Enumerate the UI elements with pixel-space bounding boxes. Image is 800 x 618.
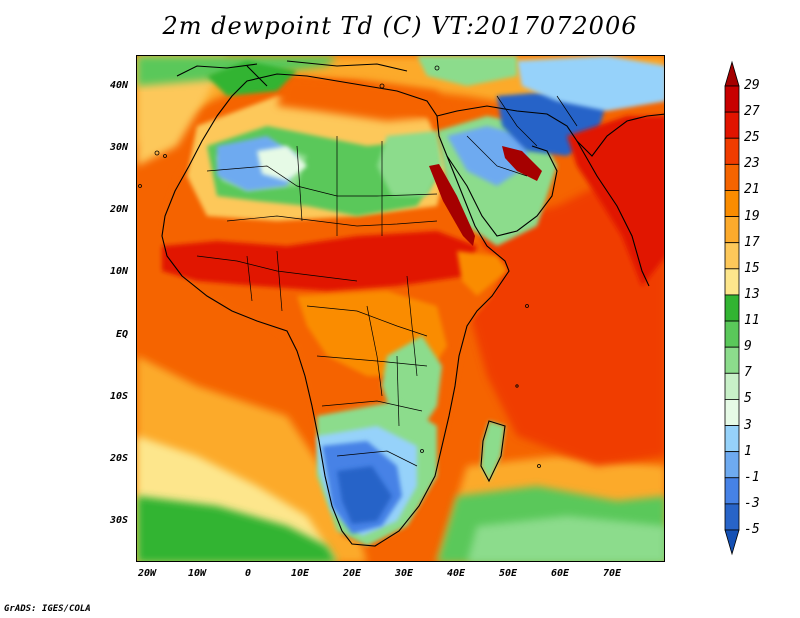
colorbar-segment	[724, 320, 740, 348]
colorbar-segment	[724, 372, 740, 400]
lon-tick-label: 60E	[550, 568, 570, 579]
coastline	[161, 60, 664, 547]
dewpoint-map	[137, 56, 664, 561]
colorbar-segment	[724, 529, 740, 556]
colorbar-label: 19	[744, 208, 760, 224]
colorbar-label: 23	[744, 156, 760, 172]
india-red	[567, 116, 664, 286]
persian-gulf	[502, 146, 542, 181]
colorbar-label: 13	[744, 286, 760, 302]
colorbar-segment	[724, 503, 740, 531]
chart-title: 2m dewpoint Td (C) VT:2017072006	[162, 12, 638, 40]
colorbar-segment	[724, 425, 740, 453]
west-sahara-pale	[257, 146, 307, 181]
colorbar-segment	[724, 399, 740, 426]
colorbar-label: 21	[744, 182, 760, 198]
colorbar-segment	[724, 163, 740, 191]
colorbar-label: -3	[744, 495, 760, 511]
lat-tick-label: 20S	[109, 453, 128, 464]
colorbar	[724, 60, 740, 556]
lon-tick-label: 0	[244, 568, 252, 579]
country-borders	[196, 95, 578, 467]
lon-tick-label: 70E	[602, 568, 622, 579]
colorbar-label: 7	[744, 365, 752, 381]
lon-tick-label: 50E	[498, 568, 518, 579]
lon-tick-label: 10W	[187, 568, 207, 579]
colorbar-segment	[724, 216, 740, 244]
colorbar-segment	[724, 137, 740, 165]
horn-orange	[457, 251, 507, 296]
colorbar-label: -1	[744, 469, 760, 485]
lat-tick-label: EQ	[115, 329, 128, 340]
indian-ocean-core	[467, 166, 664, 466]
north-africa-coast-green	[207, 61, 297, 96]
colorbar-segment	[724, 294, 740, 322]
colorbar-segment	[724, 111, 740, 139]
colorbar-label: 15	[744, 260, 760, 276]
caspian-green	[417, 56, 517, 86]
lon-tick-label: 20W	[137, 568, 157, 579]
south-indian-lightgreen	[467, 516, 664, 561]
south-atlantic-green	[137, 496, 336, 561]
map-frame	[136, 55, 665, 562]
lat-tick-label: 40N	[109, 80, 128, 91]
colorbar-label: 27	[744, 104, 760, 120]
lat-tick-label: 20N	[109, 204, 128, 215]
lon-tick-label: 30E	[394, 568, 414, 579]
colorbar-label: 29	[744, 78, 760, 93]
mediterranean-orange	[277, 76, 447, 121]
colorbar-segment	[724, 346, 740, 374]
madagascar	[481, 421, 505, 481]
colorbar-label: 9	[744, 339, 752, 355]
colorbar-label: 25	[744, 130, 760, 146]
colorbar-label: 1	[744, 443, 752, 459]
colorbar-segment	[724, 85, 740, 113]
lon-tick-label: 20E	[342, 568, 362, 579]
lon-tick-label: 10E	[290, 568, 310, 579]
egypt-green	[377, 131, 442, 196]
colorbar-segment	[724, 242, 740, 270]
colorbar-label: 3	[744, 417, 752, 433]
lat-tick-label: 30N	[109, 142, 128, 153]
iran-lightblue	[517, 56, 664, 111]
colorbar-label: -5	[744, 522, 760, 537]
lat-tick-label: 10N	[109, 266, 128, 277]
colorbar-segment	[724, 60, 740, 87]
colorbar-label: 5	[744, 391, 752, 407]
sahel-red	[162, 231, 477, 291]
lat-tick-label: 10S	[109, 391, 128, 402]
colorbar-label: 11	[744, 313, 760, 329]
colorbar-segment	[724, 451, 740, 479]
southern-africa-darkblue	[337, 466, 392, 524]
red-sea	[429, 164, 475, 246]
colorbar-label: 17	[744, 234, 760, 250]
lon-tick-label: 40E	[446, 568, 466, 579]
colorbar-segment	[724, 268, 740, 296]
credit-label: GrADS: IGES/COLA	[4, 604, 91, 614]
lat-tick-label: 30S	[109, 515, 128, 526]
colorbar-segment	[724, 477, 740, 505]
islands	[138, 65, 541, 468]
colorbar-segment	[724, 190, 740, 217]
